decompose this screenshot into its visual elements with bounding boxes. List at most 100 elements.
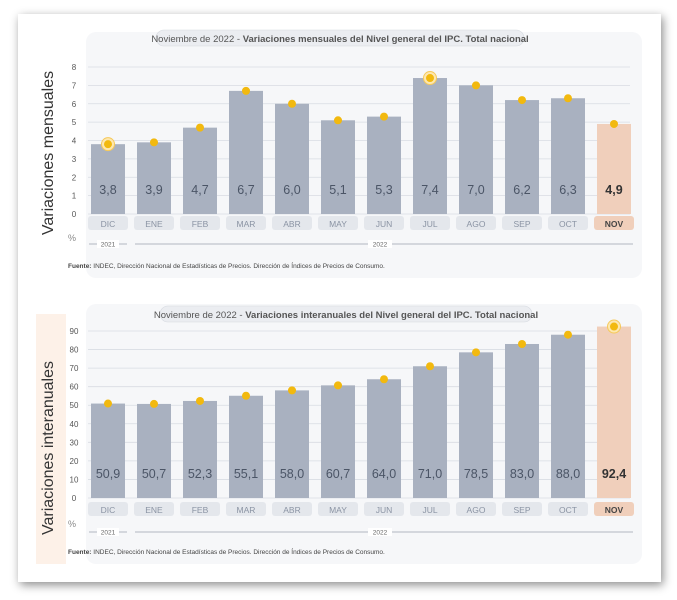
category-label: AGO [467,219,486,229]
y-tick-label: 50 [70,401,79,410]
y-tick-label: 5 [72,118,77,127]
bar-dic [91,144,125,214]
y-tick-label: 90 [70,327,79,336]
chart-panel-bg [86,304,642,564]
y-tick-label: 0 [72,494,77,503]
y-tick-label: 30 [70,438,79,447]
year-tag-bg [97,528,119,536]
value-label: 64,0 [372,467,396,481]
bar-jun [367,116,401,214]
category-pill [410,502,450,516]
category-label: ABR [283,505,300,515]
category-pill [272,502,312,516]
left-accent [36,42,66,278]
value-label: 6,2 [513,183,530,197]
category-label: ENE [145,505,163,515]
y-tick-label: 10 [70,475,79,484]
category-label: NOV [605,219,624,229]
value-label: 55,1 [234,467,258,481]
category-label: MAR [237,219,256,229]
category-pill [318,502,358,516]
title-main: Variaciones interanuales del Nivel gener… [245,310,538,321]
category-label: AGO [467,505,486,515]
value-marker [196,396,204,405]
value-marker [288,386,296,395]
y-tick-label: 70 [70,364,79,373]
y-tick-label: 80 [70,346,79,355]
y-tick-label: 60 [70,383,79,392]
category-pill [594,502,634,516]
chart-interanual: Noviembre de 2022 - Variaciones interanu… [36,304,642,564]
chart-panel-bg [86,32,642,278]
category-label: OCT [559,505,577,515]
value-label: 5,3 [375,183,392,197]
year-tag-bg [97,240,119,248]
year-label: 2022 [373,530,388,537]
value-marker [334,116,342,125]
category-label: MAY [329,505,347,515]
category-label: DIC [101,505,116,515]
value-label: 7,4 [421,183,438,197]
bar-mar [229,395,263,498]
category-pill [180,502,220,516]
category-label: SEP [513,219,530,229]
year-label: 2021 [101,530,116,537]
category-label: OCT [559,219,577,229]
bar-dic [91,403,125,498]
value-label: 78,5 [464,467,488,481]
chart-mensual: Noviembre de 2022 - Variaciones mensuale… [36,29,642,278]
y-tick-label: 7 [72,81,77,90]
title-box [155,29,525,47]
value-marker [518,339,526,348]
bar-sep [505,343,539,498]
bar-ene [137,403,171,498]
value-marker [610,322,618,331]
value-label: 6,3 [559,183,576,197]
unit-label: % [68,519,76,529]
y-tick-label: 2 [72,173,77,182]
year-label: 2022 [373,242,388,249]
bar-may [321,385,355,498]
value-marker [426,74,434,83]
category-pill [88,216,128,230]
value-label: 4,9 [605,183,622,197]
value-marker [472,348,480,357]
value-label: 7,0 [467,183,484,197]
value-marker [104,140,112,149]
category-label: ABR [283,219,300,229]
category-label: FEB [192,505,209,515]
value-label: 50,9 [96,467,120,481]
source-note: Fuente: INDEC, Dirección Nacional de Est… [68,547,385,556]
category-label: JUL [422,219,437,229]
bar-may [321,120,355,214]
value-label: 50,7 [142,467,166,481]
left-accent [36,314,66,564]
bar-jul [413,366,447,498]
value-marker [288,99,296,108]
category-pill [180,216,220,230]
title-prefix: Noviembre de 2022 [154,310,237,321]
y-tick-label: 1 [72,192,77,201]
title-sep: - [237,310,245,321]
category-pill [456,502,496,516]
category-label: MAR [237,505,256,515]
bar-feb [183,400,217,498]
category-pill [364,216,404,230]
value-marker [610,119,618,128]
y-tick-label: 6 [72,100,77,109]
category-label: FEB [192,219,209,229]
y-tick-label: 8 [72,63,77,72]
value-marker [242,391,250,400]
category-label: JUL [422,505,437,515]
bar-abr [275,390,309,498]
bar-oct [551,334,585,498]
value-label: 6,7 [237,183,254,197]
value-marker [150,399,158,408]
category-label: NOV [605,505,624,515]
value-label: 83,0 [510,467,534,481]
category-pill [226,216,266,230]
category-label: DIC [101,219,116,229]
bar-nov [597,326,631,498]
title-sep: - [234,34,242,45]
category-label: ENE [145,219,163,229]
